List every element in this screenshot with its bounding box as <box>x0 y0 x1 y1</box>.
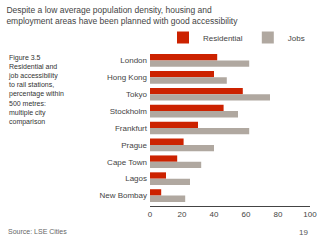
svg-text:London: London <box>120 56 147 65</box>
svg-text:Jobs: Jobs <box>288 34 305 43</box>
svg-text:60: 60 <box>242 210 251 219</box>
svg-text:Figure 3.5Residential andjob a: Figure 3.5Residential andjob accessibili… <box>8 54 64 126</box>
svg-text:100: 100 <box>303 210 317 219</box>
svg-text:20: 20 <box>178 210 187 219</box>
svg-text:40: 40 <box>210 210 219 219</box>
svg-text:Cape Town: Cape Town <box>107 158 147 167</box>
svg-text:New Bombay: New Bombay <box>99 191 147 200</box>
svg-text:Stockholm: Stockholm <box>110 107 148 116</box>
svg-text:19: 19 <box>299 228 308 237</box>
svg-text:Tokyo: Tokyo <box>126 90 147 99</box>
svg-text:80: 80 <box>274 210 283 219</box>
svg-text:Despite a low average populati: Despite a low average population density… <box>6 5 238 26</box>
svg-text:Residential: Residential <box>203 34 243 43</box>
svg-text:Hong Kong: Hong Kong <box>107 73 147 82</box>
svg-text:0: 0 <box>148 210 153 219</box>
svg-text:Prague: Prague <box>121 141 147 150</box>
svg-text:Lagos: Lagos <box>125 174 147 183</box>
svg-text:Source: LSE Cities: Source: LSE Cities <box>8 228 67 235</box>
svg-text:Frankfurt: Frankfurt <box>115 124 148 133</box>
